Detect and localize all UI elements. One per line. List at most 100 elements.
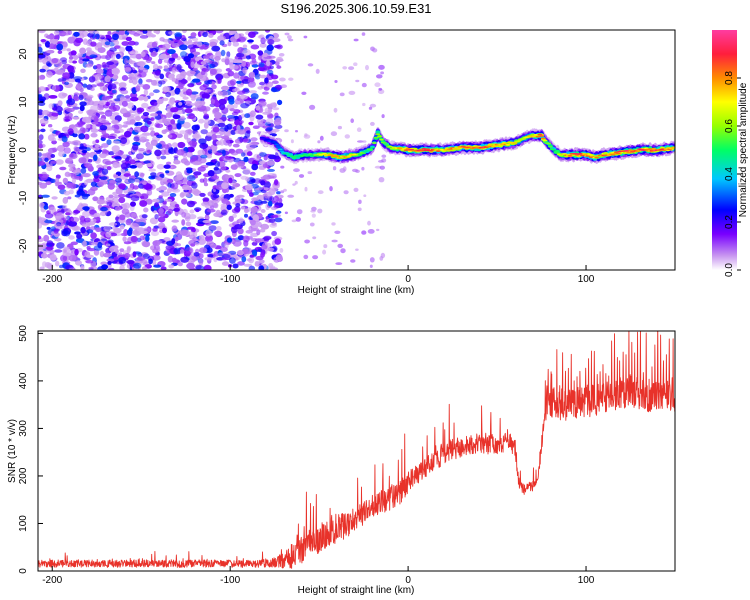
noise-speck: [130, 92, 138, 98]
noise-speck: [118, 183, 126, 190]
noise-speck: [149, 217, 159, 225]
noise-speck: [119, 214, 126, 221]
noise-speck: [380, 71, 384, 75]
noise-speck: [136, 256, 146, 261]
noise-speck: [62, 252, 71, 257]
noise-speck: [243, 208, 249, 213]
noise-speck: [67, 30, 73, 35]
noise-speck: [367, 229, 375, 234]
ridge-segment: [487, 144, 493, 146]
noise-speck: [240, 206, 246, 210]
noise-speck: [42, 261, 47, 268]
ridge-segment: [277, 148, 283, 151]
noise-speck: [210, 220, 219, 225]
noise-speck: [74, 194, 81, 198]
noise-speck: [205, 162, 215, 166]
noise-speck: [271, 230, 277, 237]
noise-speck: [243, 168, 251, 175]
noise-speck: [73, 126, 78, 134]
noise-speck: [55, 212, 65, 219]
noise-speck: [163, 164, 171, 169]
noise-speck: [72, 54, 79, 61]
noise-speck: [100, 120, 110, 124]
colorbar-tick-label: 0.6: [724, 119, 735, 133]
noise-speck: [234, 196, 241, 202]
noise-speck: [331, 222, 336, 226]
noise-speck: [126, 30, 133, 33]
noise-speck: [191, 182, 198, 189]
noise-speck: [237, 227, 244, 235]
noise-speck: [133, 126, 143, 133]
noise-speck: [192, 67, 198, 71]
noise-speck: [103, 226, 112, 232]
noise-speck: [113, 174, 119, 178]
noise-speck: [143, 96, 149, 102]
noise-speck: [38, 86, 46, 92]
noise-speck: [270, 186, 278, 192]
noise-speck: [220, 247, 228, 252]
ridge-segment: [553, 150, 559, 153]
noise-speck: [129, 51, 136, 55]
noise-speck: [101, 95, 110, 101]
noise-speck: [269, 196, 275, 202]
noise-speck: [162, 227, 167, 234]
noise-speck: [90, 232, 97, 239]
noise-speck: [210, 175, 220, 180]
noise-speck: [158, 207, 164, 215]
ridge-segment: [302, 153, 308, 155]
noise-speck: [165, 91, 172, 98]
noise-speck: [226, 123, 233, 130]
noise-speck: [76, 121, 86, 126]
noise-speck: [229, 257, 236, 264]
noise-speck: [200, 154, 208, 159]
noise-speck: [67, 98, 76, 106]
noise-speck: [132, 185, 139, 190]
noise-speck: [214, 111, 222, 119]
ridge-segment: [439, 148, 445, 151]
noise-speck: [215, 73, 224, 81]
noise-speck: [322, 249, 327, 255]
noise-speck: [122, 236, 127, 242]
noise-speck: [46, 263, 54, 270]
noise-speck: [249, 60, 258, 65]
noise-speck: [203, 118, 211, 125]
noise-speck: [131, 213, 137, 218]
noise-speck: [237, 129, 246, 135]
noise-speck: [78, 157, 87, 164]
noise-speck: [293, 168, 300, 173]
noise-speck: [132, 144, 139, 151]
noise-speck: [304, 239, 310, 244]
noise-speck: [127, 229, 133, 237]
ridge-segment: [468, 145, 473, 148]
noise-speck: [202, 31, 208, 38]
noise-speck: [130, 201, 136, 207]
noise-speck: [206, 154, 212, 159]
noise-speck: [106, 127, 115, 131]
noise-speck: [106, 61, 114, 66]
noise-speck: [174, 203, 180, 208]
noise-speck: [224, 58, 230, 66]
noise-speck: [152, 227, 158, 232]
noise-speck: [101, 168, 109, 175]
noise-speck: [171, 142, 178, 148]
noise-speck: [48, 124, 53, 128]
noise-speck: [303, 134, 311, 139]
noise-speck: [114, 156, 122, 160]
noise-speck: [219, 128, 225, 136]
ridge-segment: [555, 152, 560, 154]
noise-speck: [118, 82, 127, 88]
noise-speck: [179, 249, 185, 254]
noise-speck: [81, 193, 89, 200]
noise-speck: [309, 222, 315, 227]
noise-speck: [210, 193, 218, 200]
noise-speck: [79, 47, 87, 55]
noise-speck: [186, 226, 196, 230]
ridge-segment: [419, 149, 425, 152]
noise-speck: [55, 159, 64, 165]
noise-speck: [221, 209, 228, 216]
noise-speck: [44, 41, 51, 48]
noise-speck: [85, 123, 91, 129]
noise-speck: [187, 128, 192, 135]
noise-speck: [254, 73, 261, 80]
noise-speck: [295, 130, 298, 133]
